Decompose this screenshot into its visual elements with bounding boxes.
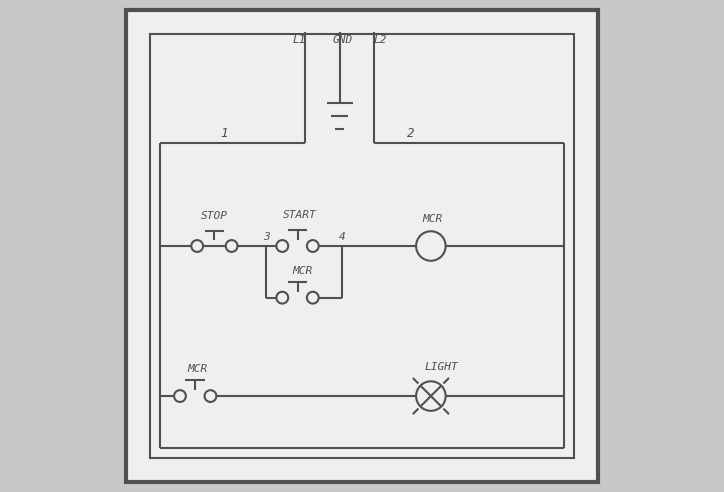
Text: L2: L2: [374, 35, 387, 45]
Text: MCR: MCR: [188, 364, 208, 374]
Text: START: START: [283, 210, 317, 220]
Text: GND: GND: [332, 35, 353, 45]
Text: MCR: MCR: [422, 214, 442, 224]
Text: MCR: MCR: [292, 266, 313, 276]
Text: L1: L1: [292, 35, 306, 45]
Text: 4: 4: [339, 232, 345, 242]
Text: 1: 1: [221, 127, 228, 140]
Bar: [151, 34, 573, 458]
Text: 3: 3: [263, 232, 269, 242]
Text: STOP: STOP: [201, 212, 228, 221]
Text: LIGHT: LIGHT: [425, 362, 458, 371]
Text: 2: 2: [408, 127, 415, 140]
